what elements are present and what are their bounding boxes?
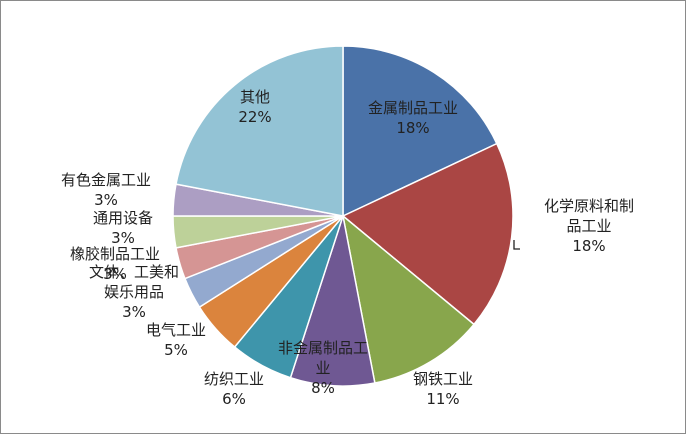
pie-slice <box>341 214 476 384</box>
slice-label: 橡胶制品工业 3% <box>70 245 160 283</box>
slice-label: 有色金属工业 3% <box>61 171 151 209</box>
slice-label: 文体、工美和娱乐用品 3% <box>89 263 179 321</box>
slice-label: 纺织工业 6% <box>204 370 264 408</box>
pie-slices <box>172 45 514 387</box>
slice-label: 通用设备 3% <box>93 209 153 247</box>
slice-label: 金属制品工业 18% <box>368 99 458 137</box>
pie-slice <box>342 45 498 218</box>
pie-labels: 金属制品工业 18% 化学原料和制品工业 18% 钢铁工业 11% 非金属制品工业 8% 纺织工… <box>61 88 634 408</box>
slice-label: 钢铁工业 11% <box>413 370 473 408</box>
slice-label: 电气工业 5% <box>146 321 206 359</box>
slice-label: 非金属制品工业 8% <box>278 339 368 397</box>
pie-slice <box>341 142 514 326</box>
pie-slice <box>175 45 344 217</box>
leader-line <box>513 240 520 250</box>
slice-label: 其他 22% <box>238 88 271 126</box>
slice-label: 化学原料和制品工业 18% <box>544 197 634 255</box>
